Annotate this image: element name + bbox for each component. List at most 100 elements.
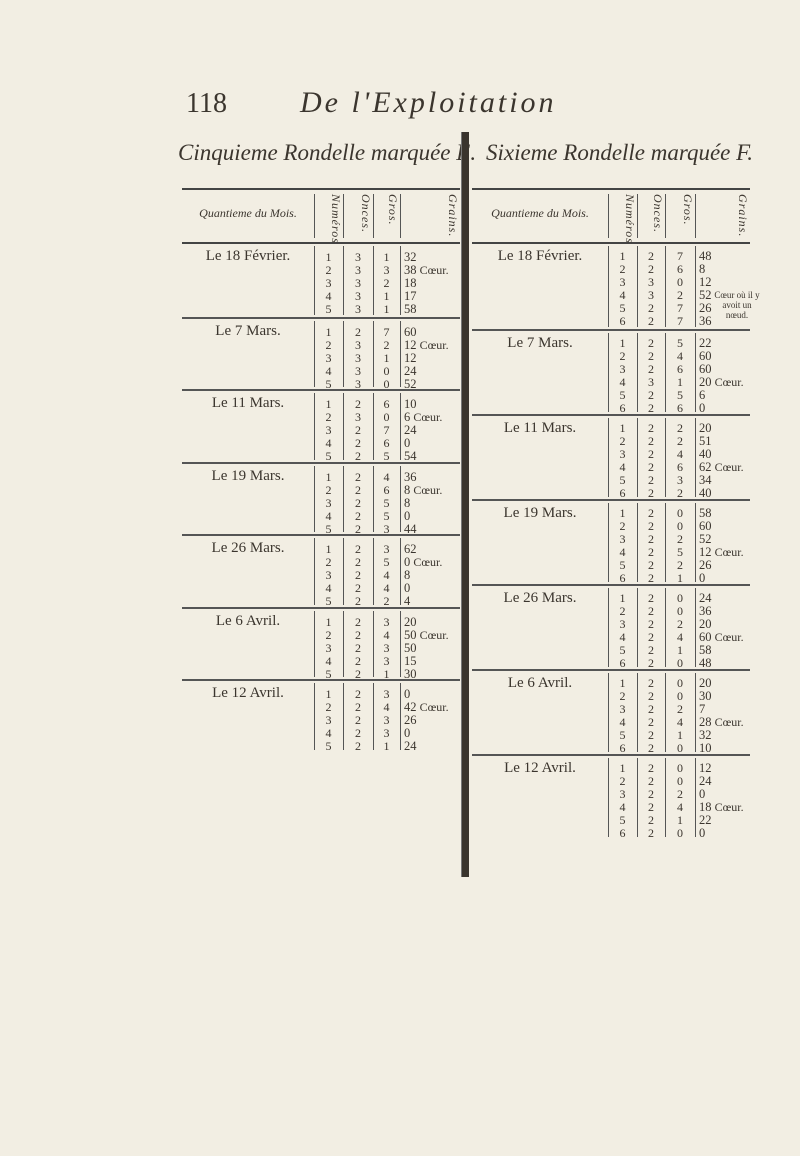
cell-gros: 1 [383,250,390,264]
cell-note: Cœur. [714,715,744,729]
cell-grains: 32 [400,251,417,264]
cell-gros: 0 [677,761,683,775]
cell-onces: 3 [355,350,361,365]
cell-onces: 2 [355,436,361,450]
header-onces: Onces. [343,194,373,238]
cell-note: Cœur. [419,700,449,714]
cell-grains: 0 [400,509,410,523]
cell-grains: 40 [695,487,712,500]
cell-gros: 5 [677,388,683,402]
cell-gros: 4 [383,581,390,595]
date-group: Le 26 Mars. 1 2 0 24 2 2 0 36 3 2 2 20 4 2 4 60 Cœur. 5 2 1… [472,584,750,670]
column-rule [608,333,609,412]
cell-num: 1 [325,250,332,264]
cell-gros: 3 [383,653,390,668]
cell-onces: 2 [355,542,361,556]
cell-onces: 2 [648,447,654,461]
grains-value: 26 [699,301,712,315]
grains-value: 48 [699,249,712,263]
cell-gros: 3 [383,521,390,536]
column-rule [608,673,609,752]
cell-grains: 10 [695,742,712,755]
grains-value: 24 [404,739,417,753]
cell-grains: 24 [400,364,417,378]
cell-grains: 0 [695,827,705,840]
grains-value: 12 [699,545,712,559]
grains-value: 52 [699,288,712,302]
cell-gros: 7 [677,301,683,315]
grains-value: 17 [404,289,417,303]
column-rule [400,465,401,532]
cell-num: 2 [325,337,332,352]
cell-num: 5 [325,302,332,316]
cell-gros: 2 [383,594,390,608]
cell-grains: 8 [400,569,410,582]
date-group: Le 7 Mars. 1 2 5 22 2 2 4 60 3 2 6 60 4 3 1 20 Cœur. 5 2 5 6… [472,329,750,415]
cell-gros: 0 [677,591,683,605]
cell-grains: 48 [695,250,712,263]
header-grains: Grains. [400,194,460,238]
cell-note: Cœur. [714,545,744,559]
group-date: Le 19 Mars. [503,505,577,521]
cell-num: 4 [325,581,332,595]
date-group: Le 11 Mars. 1 2 6 10 2 3 0 6 Cœur. 3 2 7 24 4 2 6 0 5 2 5 54 [182,389,460,463]
cell-num: 6 [619,571,626,585]
cell-num: 4 [619,460,626,474]
grains-value: 50 [404,627,417,642]
cell-grains: 58 [695,644,712,657]
column-rule [608,588,609,667]
cell-num: 2 [619,774,626,788]
cell-onces: 2 [648,676,654,690]
cell-num: 1 [619,249,626,263]
cell-note: Cœur où il y avoit un nœud. [714,290,760,320]
cell-grains: 0 [695,572,705,585]
table-e-title: Cinquieme Rondelle marquée E. [178,140,477,165]
column-rule [665,588,666,667]
cell-gros: 3 [383,640,390,655]
cell-grains: 17 [400,290,417,303]
cell-onces: 2 [355,653,361,668]
cell-grains: 15 [400,654,417,668]
cell-gros: 1 [677,375,683,389]
cell-onces: 2 [355,568,361,582]
grains-value: 12 [404,337,417,352]
column-rule [343,610,344,677]
cell-onces: 2 [355,521,361,536]
cell-grains: 58 [400,303,417,316]
cell-grains: 20 [695,618,712,631]
cell-grains: 4 [400,595,410,608]
table-rondelle-e: Quantieme du Mois. Numéros Onces. Gros. Grai… [182,188,460,753]
column-rule [400,393,401,460]
cell-note: Cœur. [419,263,449,277]
cell-grains: 10 [400,398,417,411]
cell-note: Cœur. [413,410,443,424]
cell-gros: 2 [677,486,683,500]
cell-grains: 20 [695,422,712,435]
cell-gros: 0 [677,506,683,520]
cell-num: 2 [325,555,332,569]
cell-gros: 1 [383,289,390,303]
cell-grains: 60 [695,363,712,376]
column-rule [665,333,666,412]
cell-onces: 2 [648,774,654,788]
cell-grains: 0 [400,688,410,701]
column-rule [637,503,638,582]
cell-grains: 52 [695,289,712,302]
cell-onces: 2 [648,532,654,546]
grains-value: 32 [404,250,417,264]
table-rondelle-f: Quantieme du Mois. Numéros Onces. Gros. Grai… [472,188,760,840]
grains-value: 12 [699,761,712,775]
cell-note: Cœur. [714,375,744,389]
cell-num: 3 [619,447,626,461]
column-rule [665,673,666,752]
cell-gros: 3 [383,726,390,740]
cell-onces: 2 [355,324,361,339]
cell-onces: 2 [648,656,654,670]
header-date: Quantieme du Mois. [491,206,589,220]
column-rule [637,588,638,667]
column-rule [343,246,344,315]
column-rule [695,246,696,327]
grains-value: 0 [404,687,411,701]
cell-grains: 28 Cœur. [695,716,744,729]
grains-value: 24 [699,591,712,605]
